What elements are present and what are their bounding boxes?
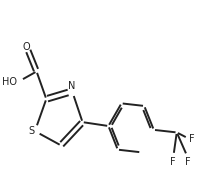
Text: S: S [29,126,35,136]
Text: O: O [23,42,30,52]
Text: F: F [189,134,195,144]
Text: F: F [170,157,176,167]
Text: N: N [69,81,76,91]
Text: HO: HO [2,77,17,87]
Text: F: F [185,157,191,167]
